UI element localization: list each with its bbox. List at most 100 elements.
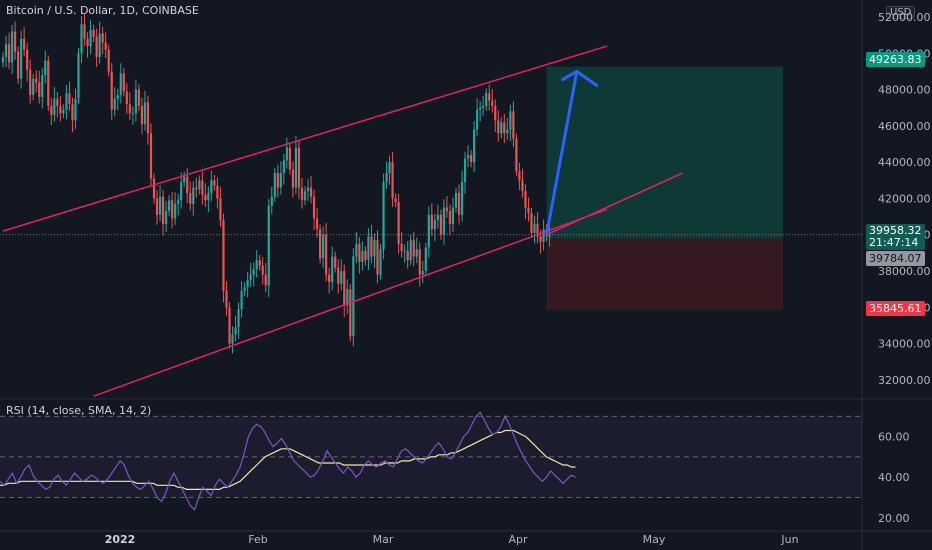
candle-body [80, 24, 83, 54]
target-arrow-head [561, 69, 599, 87]
candle-body [279, 173, 282, 188]
candle-body [418, 249, 421, 275]
candle-body [267, 205, 270, 286]
candle-body [140, 105, 144, 125]
candle-body [171, 200, 174, 219]
candle-body [391, 162, 394, 199]
candle-body [125, 91, 128, 105]
candle-body [234, 327, 237, 335]
candle-body [146, 102, 150, 134]
currency-badge[interactable]: USD [886, 6, 916, 19]
candle-body [364, 251, 367, 261]
candle-body [71, 104, 74, 121]
candle-body [186, 176, 189, 194]
candle-body [23, 38, 26, 50]
candle-body [485, 93, 488, 106]
candle-body [264, 274, 267, 286]
candle-body [394, 198, 397, 203]
candle-body [503, 122, 506, 134]
candle-body [494, 105, 497, 121]
candle-body [488, 93, 491, 101]
candle-body [291, 169, 295, 188]
candle-body [89, 29, 92, 47]
candle-body [189, 193, 192, 204]
candle-body [225, 290, 228, 308]
candle-body [349, 289, 352, 337]
candle-body [521, 180, 524, 192]
candle-body [442, 207, 446, 235]
candle-body [62, 109, 65, 114]
candle-body [4, 44, 8, 57]
candle-body [476, 109, 479, 130]
candle-body [436, 214, 439, 221]
candle-body [506, 129, 509, 134]
candle-body [409, 240, 412, 261]
candle-body [246, 280, 249, 288]
candle-body [143, 102, 147, 125]
time-axis-label: Feb [248, 533, 267, 546]
price-tick-label: 34000.00 [878, 338, 931, 351]
candle-body [382, 182, 385, 250]
candle-body [412, 240, 415, 257]
candle-body [92, 29, 95, 38]
candle-body [207, 193, 210, 201]
channel-lower-line [93, 208, 608, 397]
candle-body [231, 334, 234, 344]
candle-body [397, 202, 400, 244]
candle-body [35, 78, 38, 83]
candle-body [497, 120, 500, 134]
candle-body [59, 105, 62, 114]
candle-body [204, 194, 207, 201]
candle-body [388, 162, 391, 174]
candle-body [536, 223, 539, 237]
candle-body [331, 256, 334, 282]
rsi-tick-label: 60.00 [878, 431, 910, 444]
candle-body [454, 193, 458, 208]
candle-body [533, 223, 536, 233]
candle-body [183, 176, 186, 183]
candle-body [168, 200, 171, 212]
candle-body [424, 247, 427, 272]
candle-body [515, 138, 518, 172]
candle-body [128, 104, 131, 114]
candle-body [252, 269, 255, 275]
loss-zone [546, 238, 783, 311]
candle-body [403, 251, 406, 253]
candle-body [355, 243, 358, 257]
entry-price-badge: 39784.07 [866, 251, 925, 266]
candle-body [294, 147, 298, 188]
time-axis-label: Apr [508, 533, 528, 546]
candle-body [385, 173, 388, 183]
candle-body [255, 260, 258, 270]
candle-body [406, 251, 409, 261]
candle-body [177, 200, 180, 204]
candle-body [524, 191, 527, 208]
rsi-tick-label: 20.00 [878, 512, 910, 525]
price-tick-label: 42000.00 [878, 192, 931, 205]
candle-body [463, 158, 467, 183]
candle-body [312, 196, 316, 219]
candle-body [98, 33, 101, 57]
candle-body [192, 187, 195, 204]
candle-body [343, 271, 346, 306]
candle-body [258, 260, 261, 266]
candle-body [164, 211, 168, 224]
candle-body [95, 37, 98, 57]
candle-body [104, 42, 107, 50]
candle-body [243, 287, 246, 291]
candle-body [451, 207, 455, 224]
price-tick-label: 32000.00 [878, 374, 931, 387]
candle-body [201, 180, 204, 195]
candle-body [17, 51, 20, 79]
candle-body [195, 187, 198, 190]
candle-body [122, 73, 125, 92]
candle-body [509, 111, 512, 130]
candle-body [56, 98, 59, 106]
candle-body [491, 100, 494, 106]
candle-body [340, 271, 343, 284]
candle-body [367, 236, 370, 261]
candle-body [198, 180, 201, 190]
candle-body [309, 187, 313, 197]
candle-body [210, 180, 213, 194]
